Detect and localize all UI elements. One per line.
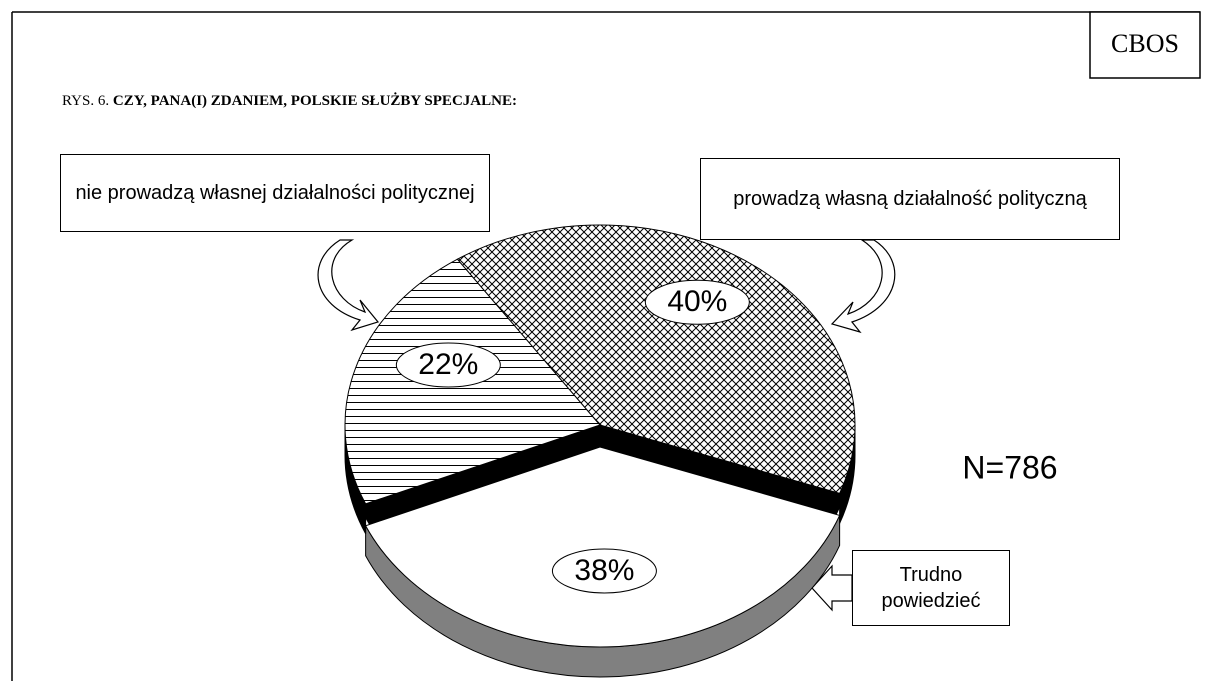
pie: 22% 40% 38% [344,224,856,678]
callout-arrow [830,239,896,334]
source-box [1089,11,1201,79]
annotation: N=786 [962,449,1057,485]
value-label: 40% [667,285,727,318]
value-label: 38% [574,554,634,587]
callout-arrow [317,239,380,332]
value-label-bg [551,548,657,594]
figure-label: RYS. 6. [62,93,109,109]
slice [456,224,856,495]
chart-title: RYS. 6. CZY, PANA(I) ZDANIEM, POLSKIE SŁ… [62,92,517,109]
value-label-bg [644,279,750,325]
value-label-bg [395,342,501,388]
callout-label: nie prowadzą własnej działalności polity… [60,154,490,232]
source: CBOS [1111,29,1179,58]
callout-label: Trudno powiedzieć [852,550,1010,626]
callout-label: prowadzą własną działalność polityczną [700,158,1120,240]
callout-arrow [811,564,853,612]
title: CZY, PANA(I) ZDANIEM, POLSKIE SŁUŻBY SPE… [113,92,517,109]
value-label: 22% [418,348,478,381]
slice [364,446,841,648]
